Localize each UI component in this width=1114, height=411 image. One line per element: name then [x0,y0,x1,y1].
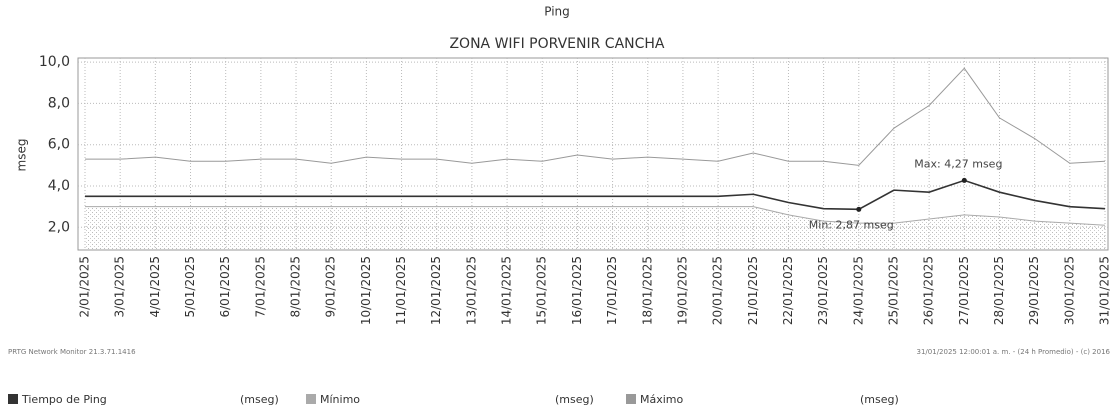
x-tick-label: 26/01/2025 [922,256,936,325]
x-tick-label: 8/01/2025 [289,256,303,318]
x-tick-label: 31/01/2025 [1098,256,1112,325]
x-tick-label: 20/01/2025 [711,256,725,325]
chart-subtitle: ZONA WIFI PORVENIR CANCHA [449,36,664,52]
annotation: Min: 2,87 mseg [809,218,894,231]
y-tick-label: 10,0 [39,54,70,70]
x-tick-label: 17/01/2025 [605,256,619,325]
legend-label: Máximo [640,393,684,406]
legend-label: Tiempo de Ping [21,393,107,406]
legend-unit: (mseg) [555,393,594,406]
x-tick-label: 9/01/2025 [324,256,338,318]
legend-unit: (mseg) [860,393,899,406]
x-tick-label: 4/01/2025 [148,256,162,318]
legend-unit: (mseg) [240,393,279,406]
series-line [85,179,1106,211]
x-tick-label: 15/01/2025 [535,256,549,325]
x-tick-label: 18/01/2025 [640,256,654,325]
x-tick-label: 29/01/2025 [1027,256,1041,325]
y-axis-label: mseg [15,139,29,172]
x-tick-label: 13/01/2025 [464,256,478,325]
series-line [85,67,1106,166]
legend-label: Mínimo [320,393,360,406]
x-tick-label: 30/01/2025 [1062,256,1076,325]
max-marker [961,177,967,183]
x-tick-label: 16/01/2025 [570,256,584,325]
chart-title: Ping [544,5,570,19]
x-tick-label: 6/01/2025 [218,256,232,318]
x-tick-label: 23/01/2025 [816,256,830,325]
y-tick-label: 6,0 [48,137,70,153]
y-tick-label: 2,0 [48,219,70,235]
x-tick-label: 3/01/2025 [113,256,127,318]
x-tick-label: 11/01/2025 [394,256,408,325]
legend-swatch [626,394,636,404]
x-tick-label: 24/01/2025 [851,256,865,325]
x-tick-label: 2/01/2025 [78,256,92,318]
x-tick-label: 12/01/2025 [429,256,443,325]
legend-swatch [8,394,18,404]
x-tick-label: 14/01/2025 [500,256,514,325]
x-tick-label: 19/01/2025 [675,256,689,325]
min-area [85,206,1105,250]
x-tick-label: 25/01/2025 [886,256,900,325]
x-tick-label: 27/01/2025 [957,256,971,325]
x-tick-label: 22/01/2025 [781,256,795,325]
y-tick-label: 8,0 [48,95,70,111]
x-tick-label: 10/01/2025 [359,256,373,325]
x-tick-label: 21/01/2025 [746,256,760,325]
x-tick-label: 28/01/2025 [992,256,1006,325]
footer-right: 31/01/2025 12:00:01 a. m. - (24 h Promed… [917,348,1111,356]
y-tick-label: 4,0 [48,178,70,194]
x-tick-label: 5/01/2025 [183,256,197,318]
annotation: Max: 4,27 mseg [914,157,1002,170]
series-line [85,206,1106,226]
x-tick-label: 7/01/2025 [253,256,267,318]
legend-swatch [306,394,316,404]
footer-left: PRTG Network Monitor 21.3.71.1416 [8,348,136,356]
min-marker [856,206,862,212]
